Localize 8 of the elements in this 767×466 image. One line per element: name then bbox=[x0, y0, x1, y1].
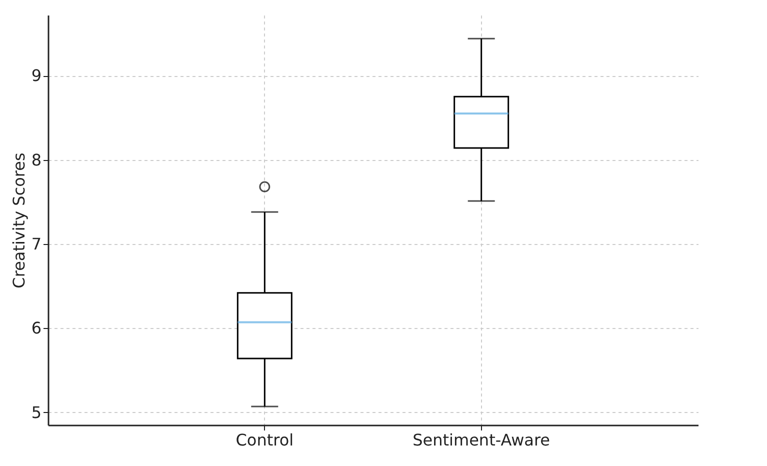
y-tick-label: 5 bbox=[31, 402, 42, 422]
y-tick-label: 6 bbox=[31, 318, 42, 338]
x-tick-label: Sentiment-Aware bbox=[412, 430, 550, 450]
y-tick-label: 7 bbox=[31, 234, 42, 254]
y-tick-label: 9 bbox=[31, 66, 42, 86]
y-axis-title: Creativity Scores bbox=[9, 152, 28, 288]
y-tick-label: 8 bbox=[31, 150, 42, 170]
x-tick-label: Control bbox=[236, 430, 294, 450]
